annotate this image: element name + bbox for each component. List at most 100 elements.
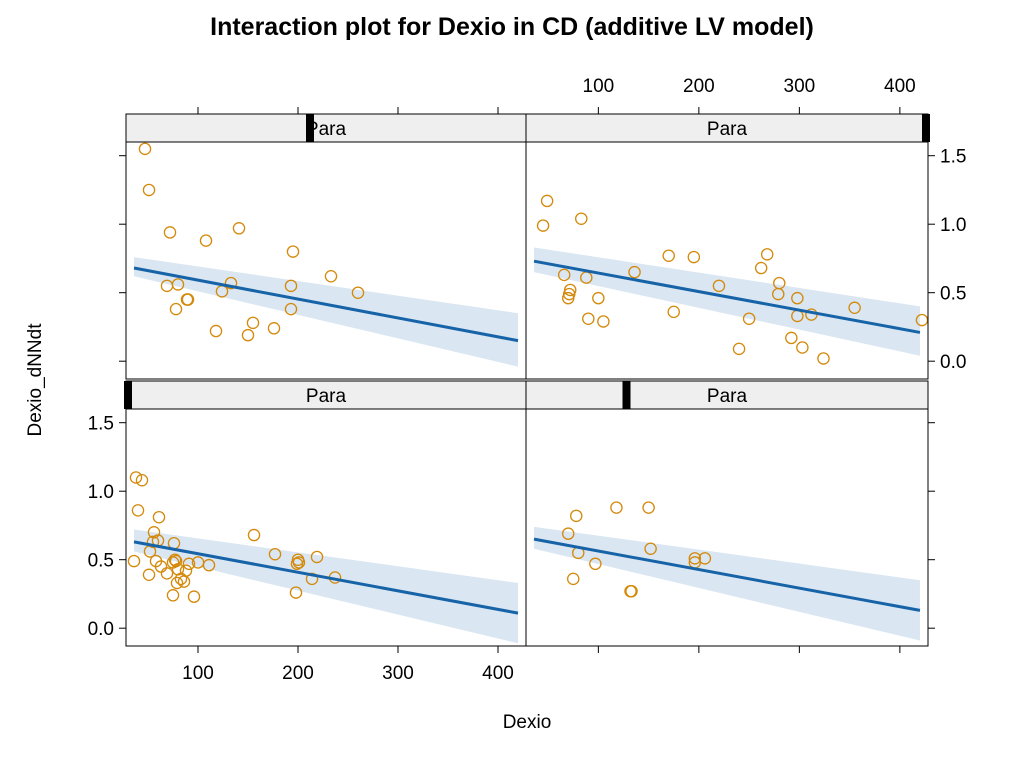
data-point [179,564,193,577]
data-point [160,567,174,580]
data-point [289,586,303,599]
data-point [310,550,324,564]
fit-line [133,540,519,615]
y-tick-label-right: 0.0 [940,352,966,373]
strip-level-marker [306,114,314,142]
data-point [166,589,180,602]
data-point [667,305,680,319]
panel-plot-area [533,501,921,641]
data-point [688,552,702,565]
data-point [687,250,701,264]
axes: 100 200 300 400 100 200 300 400 0.0 0.5 1.0 1.5 0.0 0… [88,76,967,684]
data-point [171,278,185,291]
y-tick-label-left: 0.0 [88,619,114,640]
panel-strip [525,380,929,410]
data-point [324,270,338,283]
panels: Para Para Para Para [124,113,930,647]
strip-level-marker [124,381,132,409]
data-point [187,590,201,603]
data-point [582,312,595,325]
data-point [199,234,213,247]
data-point [540,194,554,208]
data-point [180,293,194,306]
x-tick-label-bottom: 300 [382,663,414,684]
fit-line [133,266,519,343]
data-point [589,557,602,571]
data-point [628,265,641,279]
panel-strip [125,113,527,143]
data-point [760,248,774,261]
y-tick-label-left: 1.0 [88,482,114,503]
data-point [644,542,657,555]
confidence-band [534,526,920,641]
panel-border [525,408,929,647]
x-tick-label-bottom: 400 [482,663,514,684]
data-point [292,556,306,569]
data-point [181,293,195,306]
data-point [305,572,319,586]
data-point [561,291,575,305]
data-point [131,504,145,517]
x-tick-label-top: 100 [583,76,615,97]
data-point [246,316,260,330]
y-tick-label-right: 1.0 [940,215,966,236]
data-point [284,302,298,316]
data-point [817,352,830,365]
data-point [127,554,141,568]
data-point [267,322,281,335]
data-point [566,572,580,586]
data-point [163,226,177,239]
data-point [286,245,300,258]
confidence-band [134,257,518,367]
data-point [698,552,712,565]
data-point [536,219,550,232]
data-point [135,473,149,487]
data-point [129,471,143,484]
data-point [557,268,571,282]
panel-4: Para [525,380,929,647]
data-point [142,183,156,197]
data-point [138,142,152,156]
data-point [284,279,298,293]
data-point [241,328,255,342]
y-tick-label-right: 1.5 [940,147,966,168]
panel-strip [125,380,527,410]
confidence-band [134,529,518,644]
data-point [732,342,746,356]
y-tick-label-left: 0.5 [88,551,114,572]
panel-plot-area [533,194,928,365]
chart-title: Interaction plot for Dexio in CD (additi… [210,13,814,41]
data-point [170,576,184,590]
strip-label: Para [707,119,748,140]
data-point [247,528,261,542]
x-tick-label-top: 300 [784,76,816,97]
x-tick-label-bottom: 100 [182,663,214,684]
x-tick-label-top: 200 [683,76,715,97]
data-point [772,287,785,301]
data-point [791,291,804,305]
data-point [209,324,223,338]
data-point [796,341,809,354]
data-point [625,584,638,598]
data-point [142,568,156,582]
x-tick-label-top: 400 [884,76,916,97]
data-point [147,526,161,539]
data-point [575,212,588,225]
panel-2: Para [525,113,930,380]
strip-level-marker [622,381,631,409]
data-point [624,584,637,598]
data-point [177,575,191,588]
data-point [561,527,575,540]
data-point [351,286,365,299]
y-axis-title: Dexio_dNNdt [25,323,46,437]
confidence-band [534,247,920,356]
panel-border [525,141,929,380]
data-point [152,510,166,524]
x-tick-label-bottom: 200 [282,663,314,684]
y-tick-label-left: 1.5 [88,414,114,435]
panel-3: Para [124,380,527,647]
data-point [268,547,282,561]
data-point [848,301,861,315]
fit-line [533,537,921,612]
